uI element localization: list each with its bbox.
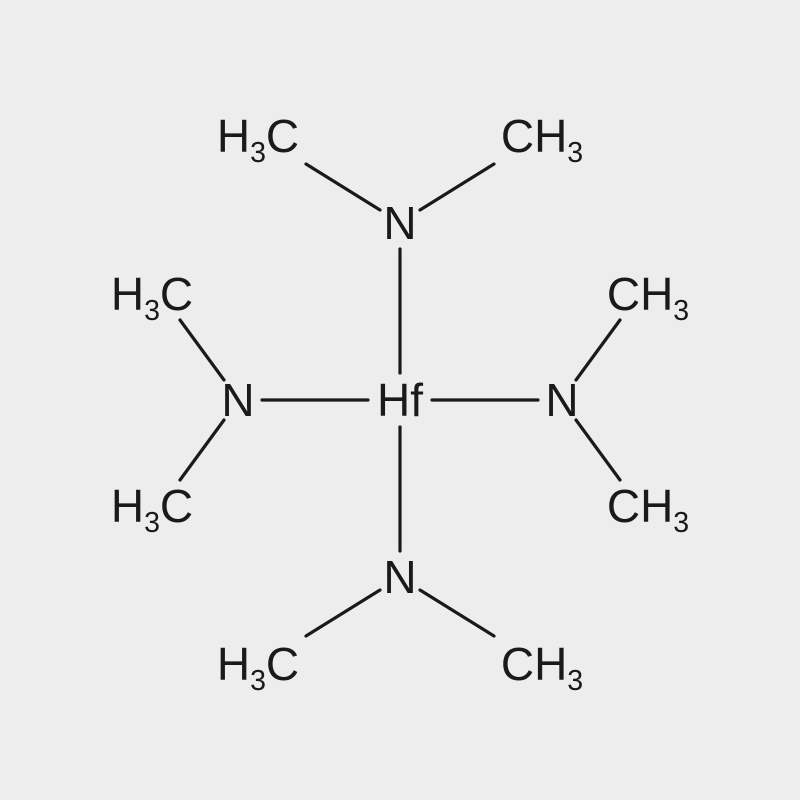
atom-N_top: N: [383, 200, 416, 246]
bond: [306, 590, 380, 636]
atom-CH3_tr: CH3: [501, 113, 583, 159]
atom-CH3_ld: H3C: [111, 483, 193, 529]
atom-N_l: N: [221, 377, 254, 423]
bond: [576, 320, 620, 380]
atom-CH3_br: CH3: [501, 641, 583, 687]
bond: [306, 164, 380, 210]
atom-N_bot: N: [383, 554, 416, 600]
bond: [420, 164, 494, 210]
atom-CH3_rd: CH3: [607, 483, 689, 529]
chemical-structure-diagram: Hf N N N N H3C CH3 H3C CH3 H3C H3C CH3 CH3: [0, 0, 800, 800]
bond: [576, 420, 620, 480]
atom-CH3_lu: H3C: [111, 271, 193, 317]
atom-N_r: N: [545, 377, 578, 423]
atom-CH3_tl: H3C: [217, 113, 299, 159]
bond: [420, 590, 494, 636]
atom-CH3_bl: H3C: [217, 641, 299, 687]
atom-Hf: Hf: [377, 377, 423, 423]
bond: [180, 320, 224, 380]
bond: [180, 420, 224, 480]
atom-CH3_ru: CH3: [607, 271, 689, 317]
